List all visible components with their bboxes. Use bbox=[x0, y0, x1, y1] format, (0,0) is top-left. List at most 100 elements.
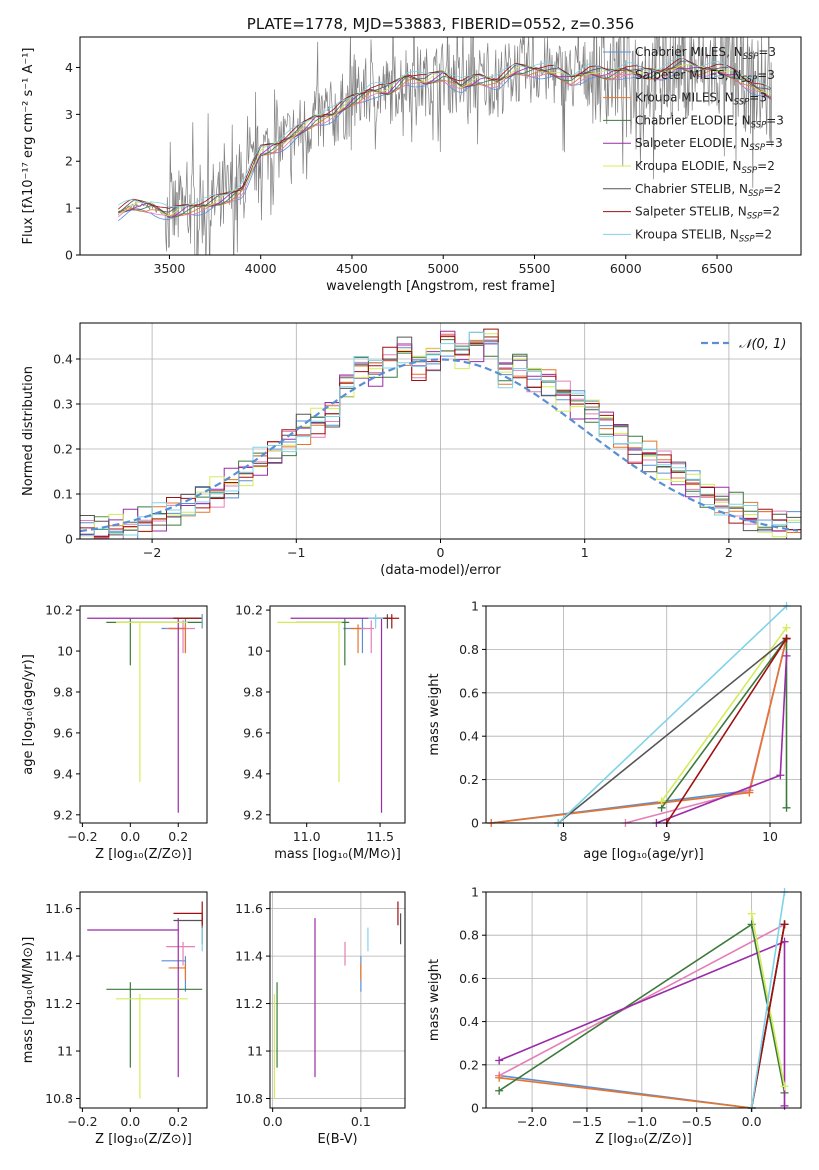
y-tick-label: 11 bbox=[247, 1044, 263, 1059]
x-axis-label: (data-model)/error bbox=[380, 563, 501, 578]
y-tick-label: 0.8 bbox=[459, 642, 479, 657]
legend-label-sub: SSP bbox=[749, 143, 765, 153]
x-tick-label: 0.0 bbox=[742, 1114, 762, 1129]
y-axis-label: mass [log₁₀(M/M⊙)] bbox=[21, 937, 36, 1064]
weight-line-salpeter_stelib bbox=[750, 924, 786, 1108]
legend-label-text: Kroupa STELIB, N bbox=[635, 227, 739, 241]
y-tick-label: 0.4 bbox=[459, 1014, 479, 1029]
y-axis-label: mass weight bbox=[427, 959, 442, 1041]
legend-label: Chabrier MILES, NSSP=3 bbox=[635, 45, 776, 62]
weight-marker-salpeter_elodie bbox=[776, 771, 785, 780]
y-tick-label: 11.2 bbox=[45, 996, 73, 1011]
y-tick-label: 9.4 bbox=[53, 766, 73, 781]
y-axis-label: mass weight bbox=[427, 673, 442, 755]
legend-label-sub: SSP bbox=[751, 120, 767, 130]
y-tick-label: 0.4 bbox=[53, 352, 73, 367]
x-tick-label: 4000 bbox=[245, 261, 277, 276]
weight-marker-chabrier_elodie bbox=[782, 803, 791, 812]
y-tick-label: 1 bbox=[65, 201, 73, 216]
y-tick-label: 4 bbox=[65, 60, 73, 75]
legend-label: Kroupa ELODIE, NSSP=2 bbox=[635, 159, 775, 176]
x-tick-label: −2 bbox=[143, 545, 161, 560]
axes-frame bbox=[269, 891, 406, 1109]
weight-marker-kroupa_elodie bbox=[747, 909, 756, 918]
weight-marker-salpeter_stelib bbox=[782, 634, 791, 643]
y-tick-label: 11 bbox=[57, 1044, 73, 1059]
x-tick-label: 9 bbox=[663, 829, 671, 844]
legend-label-sub: SSP bbox=[743, 52, 759, 62]
x-tick-label: 11.5 bbox=[366, 829, 394, 844]
y-tick-label: 9.6 bbox=[243, 725, 263, 740]
legend-label-text: Salpeter ELODIE, N bbox=[635, 136, 749, 150]
legend-label-n: =3 bbox=[765, 136, 783, 150]
y-tick-label: 9.2 bbox=[243, 807, 263, 822]
legend-label-text: Salpeter STELIB, N bbox=[635, 205, 747, 219]
x-tick-label: 6000 bbox=[610, 261, 642, 276]
legend-label: Salpeter MILES, NSSP=3 bbox=[635, 68, 775, 85]
legend-label: Kroupa MILES, NSSP=3 bbox=[635, 91, 767, 108]
x-tick-label: 0.0 bbox=[120, 829, 140, 844]
y-axis-label: Flux [fλ10⁻¹⁷ erg cm⁻² s⁻¹ A⁻¹] bbox=[21, 48, 36, 245]
legend-label-sub: SSP bbox=[747, 212, 763, 222]
weight-marker-chabrier_elodie bbox=[495, 1086, 504, 1095]
x-tick-label: 0 bbox=[437, 545, 445, 560]
x-tick-label: 0.0 bbox=[263, 1114, 283, 1129]
x-axis-label: wavelength [Angstrom, rest frame] bbox=[326, 279, 555, 294]
x-tick-label: 0.1 bbox=[351, 1114, 371, 1129]
data-spectrum-line bbox=[117, 37, 773, 255]
legend-label: Salpeter STELIB, NSSP=2 bbox=[635, 205, 780, 222]
weight-marker-salpeter_elodie bbox=[495, 1056, 504, 1065]
x-tick-label: 11.0 bbox=[293, 829, 321, 844]
y-tick-label: 1 bbox=[471, 599, 479, 614]
axes-frame bbox=[485, 605, 802, 824]
y-tick-label: 0 bbox=[65, 248, 73, 263]
axes-frame bbox=[485, 891, 802, 1109]
weight-line-kroupa_elodie bbox=[660, 627, 788, 802]
x-tick-label: −1.0 bbox=[627, 1114, 657, 1129]
legend-label-n: =2 bbox=[762, 205, 780, 219]
y-tick-label: 0.2 bbox=[53, 442, 73, 457]
legend-label-text: Chabrier MILES, N bbox=[635, 45, 743, 59]
y-tick-label: 10 bbox=[247, 644, 263, 659]
x-tick-label: 0.2 bbox=[168, 1114, 188, 1129]
legend-label-n: =3 bbox=[766, 113, 784, 127]
legend-label-sub: SSP bbox=[748, 189, 764, 199]
weight-line-kroupa_stelib bbox=[750, 892, 786, 1108]
y-tick-label: 10.2 bbox=[235, 603, 263, 618]
weight-line-salpeter_miles bbox=[498, 923, 785, 1077]
y-tick-label: 0.1 bbox=[53, 487, 73, 502]
legend-label-text: Kroupa ELODIE, N bbox=[635, 159, 742, 173]
legend-label: Chabrier ELODIE, NSSP=3 bbox=[635, 113, 784, 130]
x-tick-label: 6500 bbox=[701, 261, 733, 276]
weight-line-kroupa_stelib bbox=[557, 606, 788, 823]
y-tick-label: 11.2 bbox=[235, 996, 263, 1011]
y-tick-label: 9.4 bbox=[243, 766, 263, 781]
text-layer: 3500 4000 4500 5000 5500 6000 6500 0 1 2 3 4 wavelen… bbox=[21, 15, 786, 1147]
x-tick-label: 0.0 bbox=[120, 1114, 140, 1129]
y-tick-label: 11.4 bbox=[235, 949, 263, 964]
legend-label: 𝒩(0, 1) bbox=[739, 337, 786, 352]
y-tick-label: 9.2 bbox=[53, 807, 73, 822]
weight-marker-kroupa_elodie bbox=[782, 623, 791, 632]
x-axis-label: age [log₁₀(age/yr)] bbox=[583, 847, 704, 862]
weight-marker-salpeter_stelib bbox=[780, 920, 789, 929]
legend-label-sub: SSP bbox=[734, 98, 750, 108]
x-tick-label: 0.2 bbox=[168, 829, 188, 844]
legend-label-n: =2 bbox=[755, 227, 773, 241]
y-tick-label: 2 bbox=[65, 154, 73, 169]
weight-marker-kroupa_elodie bbox=[657, 797, 666, 806]
legend-label-n: =3 bbox=[758, 45, 776, 59]
histogram-kroupa_stelib bbox=[80, 331, 801, 537]
legend-label-n: =2 bbox=[764, 182, 782, 196]
x-tick-label: −2.0 bbox=[517, 1114, 547, 1129]
y-tick-label: 3 bbox=[65, 107, 73, 122]
x-tick-label: 3500 bbox=[154, 261, 186, 276]
x-axis-label: mass [log₁₀(M/M⊙)] bbox=[274, 847, 401, 862]
y-tick-label: 11.6 bbox=[45, 901, 73, 916]
legend-label-n: =3 bbox=[749, 91, 767, 105]
legend-label-text: Kroupa MILES, N bbox=[635, 91, 734, 105]
axes-frame bbox=[269, 605, 406, 824]
y-tick-label: 0 bbox=[471, 1101, 479, 1116]
y-tick-label: 11.6 bbox=[235, 901, 263, 916]
